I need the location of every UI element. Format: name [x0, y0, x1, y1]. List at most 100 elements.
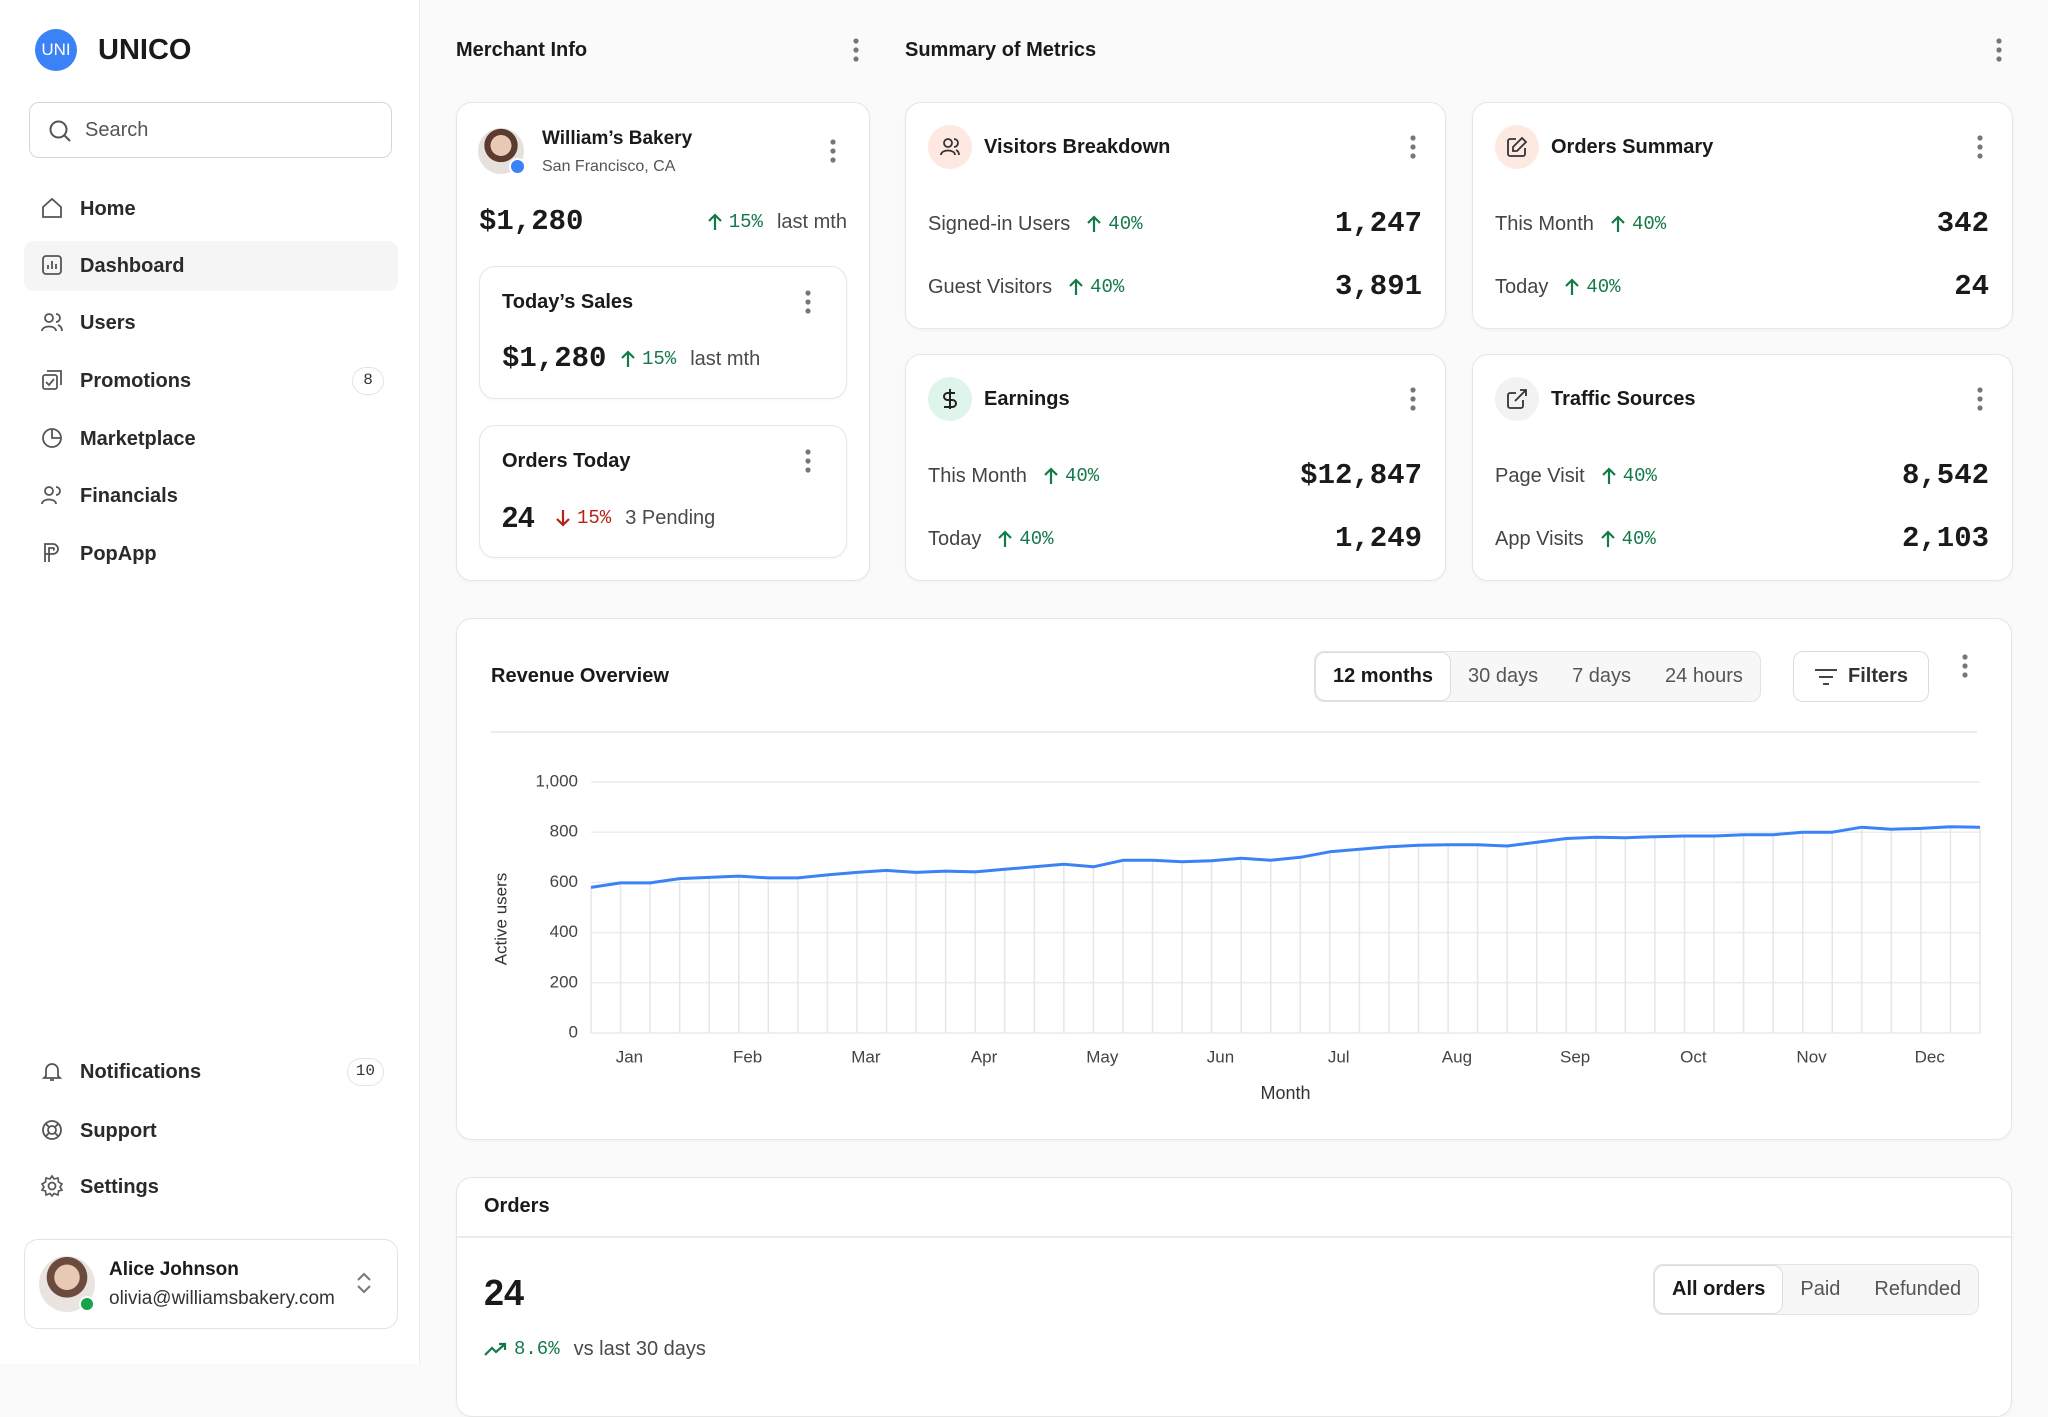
metric-change-value: 40%	[1586, 276, 1621, 298]
nav-item[interactable]: Support	[24, 1106, 398, 1156]
nav-item[interactable]: Marketplace	[24, 414, 398, 464]
verified-badge	[509, 158, 526, 175]
nav-label: Dashboard	[80, 255, 185, 277]
more-menu	[1962, 654, 1968, 678]
nav-label: Support	[80, 1120, 157, 1142]
x-tick-label: Jan	[616, 1047, 643, 1066]
icon-part	[830, 148, 836, 154]
icon-part	[1977, 405, 1983, 411]
metric-change-value: 40%	[1090, 276, 1125, 298]
tab[interactable]: All orders	[1654, 1265, 1784, 1314]
orders-card: Orders 24 All orders Paid Refunded 8.6% vs…	[456, 1177, 2012, 1417]
metric-change-value: 40%	[1019, 528, 1054, 550]
tab[interactable]: 12 months	[1315, 652, 1452, 701]
search[interactable]: Search	[29, 102, 392, 158]
metric-row: Page Visit 40%	[1495, 462, 1657, 490]
icon-part	[805, 458, 811, 464]
revenue-chart: 0 200 400 600 800 1,000 Jan Feb Mar Apr May Jun Jul A…	[491, 771, 1981, 1103]
nav-item[interactable]: Settings	[24, 1162, 398, 1212]
nav-item[interactable]: Home	[24, 184, 398, 234]
metric-label: Guest Visitors	[928, 275, 1053, 298]
more-menu	[805, 290, 811, 314]
icon-part	[42, 255, 62, 275]
icon-part	[1410, 396, 1416, 402]
metric-change: 40%	[1600, 528, 1656, 550]
icon-part	[45, 1123, 59, 1137]
nav-item[interactable]: PopApp	[24, 529, 398, 579]
icon-part	[44, 543, 59, 562]
filters-button[interactable]: Filters	[1793, 651, 1929, 702]
nav-item[interactable]: Notifications 10	[24, 1047, 398, 1097]
icon-part	[42, 374, 58, 390]
orders-title: Orders	[484, 1195, 550, 1217]
icon-part	[1611, 215, 1625, 232]
element	[63, 134, 71, 142]
nav-label: Promotions	[80, 370, 192, 392]
icon-part	[47, 1181, 57, 1191]
metric-change: 40%	[1564, 276, 1621, 298]
more-menu	[1410, 387, 1416, 411]
metric-label: Signed-in Users	[928, 212, 1071, 235]
metric-value: 3,891	[1334, 270, 1422, 303]
element	[49, 120, 68, 139]
metric-row: Signed-in Users 40%	[928, 210, 1143, 238]
y-tick-label: 1,000	[535, 771, 578, 790]
icon-part	[41, 486, 61, 505]
metric-title: Visitors Breakdown	[984, 136, 1171, 158]
icon-part	[1044, 467, 1058, 484]
nav-item[interactable]: Promotions 8	[24, 356, 398, 406]
trend-note: vs last 30 days	[573, 1337, 706, 1360]
metric-label: Today	[1495, 275, 1549, 298]
more-menu	[853, 38, 859, 62]
icon-part	[621, 350, 635, 367]
tab[interactable]: Paid	[1800, 1278, 1841, 1300]
change-arrow	[998, 530, 1013, 547]
metric-label: This Month	[928, 464, 1027, 487]
nav-label: Marketplace	[80, 428, 196, 450]
metric-glyph	[1507, 136, 1528, 157]
nav-item[interactable]: Dashboard	[24, 241, 398, 291]
metric-glyph	[940, 138, 960, 156]
metric-title: Orders Summary	[1551, 136, 1714, 158]
user-card[interactable]: Alice Johnson olivia@williamsbakery.com	[24, 1239, 398, 1329]
metric-change: 40%	[1086, 213, 1143, 235]
icon-part	[943, 389, 957, 409]
icon-part	[1996, 47, 2002, 53]
metric-title: Earnings	[984, 388, 1070, 410]
icon-part	[805, 290, 811, 296]
user-name: Alice Johnson	[109, 1259, 239, 1280]
icon-part	[47, 261, 57, 269]
element	[484, 1342, 507, 1356]
nav-item[interactable]: Financials	[24, 471, 398, 521]
element	[1814, 668, 1837, 685]
section-title: Merchant Info	[456, 39, 588, 61]
status-dot	[79, 1296, 95, 1312]
y-tick-label: 400	[550, 922, 578, 941]
metric-label: Page Visit	[1495, 464, 1585, 487]
change-arrow	[707, 213, 722, 230]
nav-badge: 8	[352, 367, 384, 395]
nav-label: Home	[80, 198, 136, 220]
range-tabs: 12 months 30 days 7 days 24 hours	[1314, 651, 1761, 702]
icon-part	[1410, 144, 1416, 150]
tab[interactable]: 24 hours	[1665, 665, 1743, 687]
metric-value: 2,103	[1901, 522, 1989, 555]
icon-part	[1977, 153, 1983, 159]
change-arrow	[556, 510, 570, 527]
icon-part	[1962, 672, 1968, 678]
logo: UNI	[35, 29, 77, 71]
tab[interactable]: 7 days	[1572, 665, 1632, 687]
card-title: Orders Today	[502, 450, 631, 472]
tab[interactable]: 30 days	[1468, 665, 1539, 687]
icon-part	[1601, 467, 1616, 484]
merchant-location: San Francisco, CA	[542, 158, 676, 175]
tab[interactable]: Refunded	[1874, 1278, 1962, 1300]
nav-item[interactable]: Users	[24, 298, 398, 348]
orders-today-card: Orders Today 24 15% 3 Pending	[479, 425, 847, 558]
change-arrow	[1601, 467, 1616, 484]
page: UNICO Dashboard { "sidebar": { "logo": "…	[24, 0, 2013, 1417]
icon-part	[853, 47, 859, 53]
dashboard: UNI UNICO Search Home Dashboard Users Promo…	[24, 0, 2013, 1417]
change-arrow	[621, 350, 635, 367]
change-arrow	[1611, 215, 1625, 232]
